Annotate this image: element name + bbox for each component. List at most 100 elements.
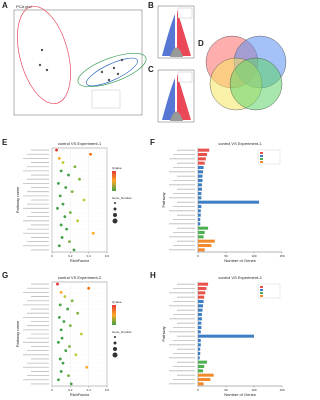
figure: A PCA plot B C D E 0 0.2 0.4 0.6 RichFactor Pathway… — [2, 1, 287, 397]
bar — [198, 373, 214, 377]
dot — [68, 240, 71, 244]
bar — [198, 338, 201, 343]
dot — [59, 328, 63, 332]
sample-point — [112, 66, 116, 70]
bar — [198, 286, 207, 291]
legend-swatch — [260, 152, 263, 154]
bar — [198, 200, 260, 204]
sample-point — [116, 72, 120, 76]
size-key — [113, 347, 117, 351]
bar — [198, 351, 201, 356]
bar — [198, 317, 202, 321]
bar — [198, 282, 209, 286]
panel-title: control VS Experiment-2 — [218, 275, 262, 280]
x-tick-label: 50 — [224, 388, 228, 392]
size-key — [113, 213, 117, 217]
bar — [198, 299, 204, 304]
bar — [198, 222, 201, 226]
dot — [63, 295, 67, 298]
dot — [70, 299, 74, 303]
dot — [61, 202, 65, 206]
dot — [58, 194, 62, 198]
x-tick-label: 0.2 — [68, 388, 73, 392]
dot — [56, 206, 59, 210]
color-scale — [112, 305, 116, 325]
bar — [198, 165, 204, 170]
up-cloud — [177, 74, 191, 120]
bar — [198, 204, 202, 209]
dot — [68, 345, 71, 348]
bar — [198, 377, 211, 382]
x-tick-label: 0.2 — [68, 254, 73, 258]
dot — [87, 286, 91, 290]
bar — [198, 248, 205, 252]
down-cloud — [162, 14, 175, 56]
x-axis-label: Number of Genes — [224, 258, 256, 263]
x-tick-label: 0.4 — [87, 388, 92, 392]
venn-set — [229, 57, 283, 111]
sample-point — [45, 68, 49, 72]
bar — [198, 152, 207, 157]
x-tick-label: 0.4 — [87, 254, 92, 258]
bar — [198, 347, 201, 351]
sample-point — [120, 58, 124, 62]
bar — [198, 196, 202, 200]
size-key — [112, 218, 118, 224]
sample-point — [107, 78, 111, 82]
y-axis-label: Pathway name — [15, 320, 20, 347]
dot — [64, 349, 68, 353]
legend-title: Qvalue — [112, 166, 122, 170]
dot — [57, 157, 61, 160]
bar — [198, 295, 205, 299]
dot — [58, 303, 62, 307]
bar — [198, 304, 204, 308]
x-tick-label: 100 — [251, 254, 256, 258]
x-tick-label: 0.6 — [105, 388, 110, 392]
plot-frame — [51, 147, 108, 253]
bar — [198, 325, 202, 330]
bar — [198, 187, 202, 191]
legend-box — [177, 71, 193, 83]
bar — [198, 382, 204, 386]
legend-title: Qvalue — [112, 300, 122, 304]
legend-box — [177, 7, 193, 19]
panel-letter: A — [2, 1, 8, 10]
ns-cloud — [170, 47, 183, 57]
y-axis-label: Pathway — [161, 326, 166, 341]
legend-title: Gene_Number — [112, 196, 132, 200]
dot — [68, 211, 72, 214]
legend-box — [257, 149, 281, 165]
dot — [59, 169, 63, 173]
bar — [198, 235, 204, 239]
bar — [198, 191, 202, 196]
group-ellipse — [86, 57, 138, 87]
x-axis-label: RichFactor — [70, 258, 90, 263]
dot — [66, 307, 69, 311]
up-cloud — [177, 10, 191, 56]
x-tick-label: 0 — [51, 388, 53, 392]
bar — [198, 312, 202, 317]
legend-title: Gene_Number — [112, 330, 132, 334]
bar — [198, 291, 206, 295]
dot — [58, 357, 62, 361]
bar — [198, 157, 206, 161]
dot — [89, 152, 92, 156]
bar — [198, 369, 204, 373]
dot — [72, 248, 76, 252]
bar — [198, 321, 202, 325]
legend-box — [257, 283, 281, 299]
dot — [74, 353, 78, 357]
bar — [198, 343, 201, 347]
panel-title: control VS Experiment-1 — [58, 141, 102, 146]
x-tick-label: 150 — [279, 254, 284, 258]
dot — [57, 315, 61, 319]
dot — [60, 336, 64, 340]
dot — [67, 374, 70, 377]
bar — [198, 364, 205, 369]
x-axis-label: RichFactor — [70, 392, 90, 397]
plot-frame — [13, 9, 143, 116]
y-axis-label: Pathway name — [15, 186, 20, 213]
bar — [198, 213, 201, 217]
dot — [57, 340, 60, 344]
x-tick-label: 0 — [197, 254, 199, 258]
